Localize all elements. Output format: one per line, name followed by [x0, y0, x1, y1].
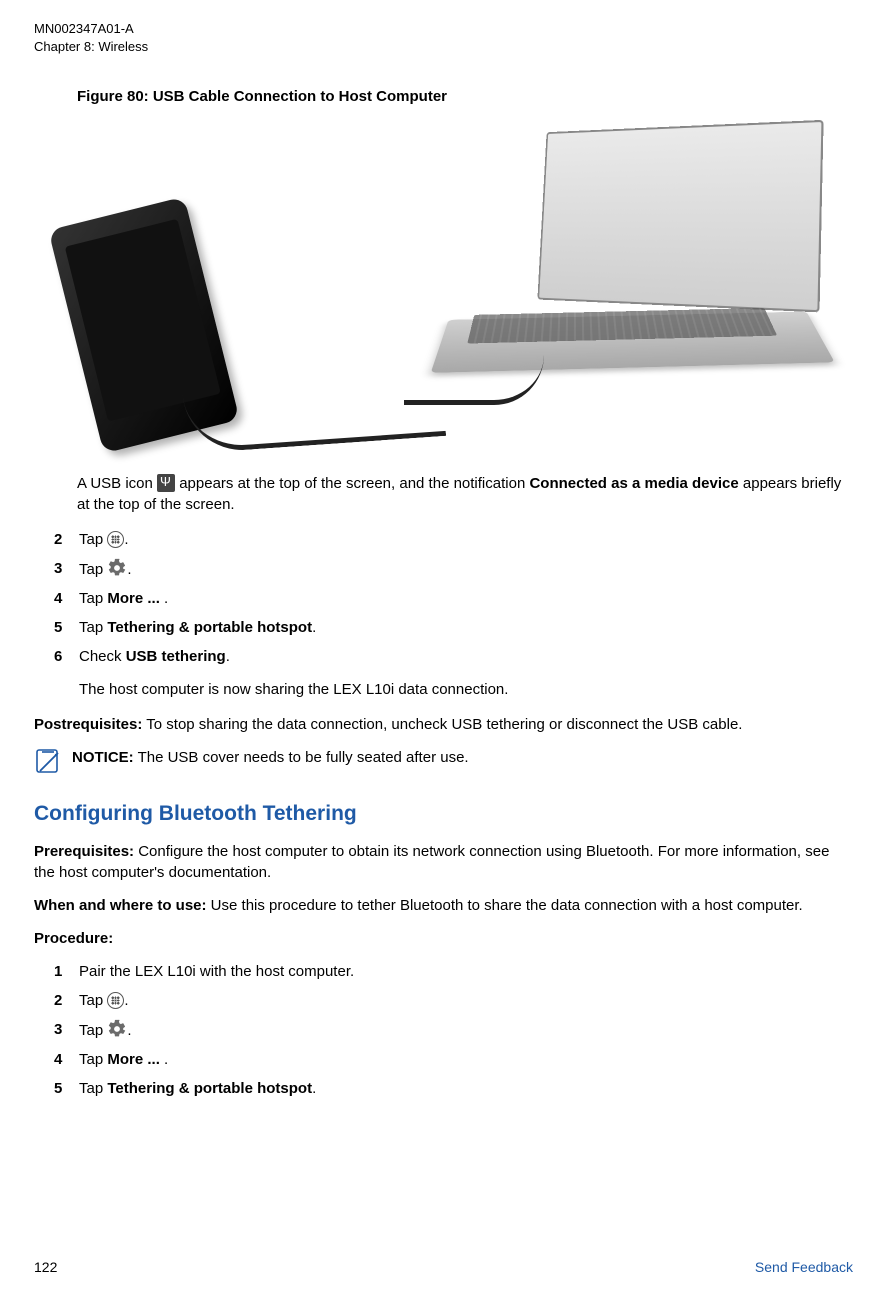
- step-post: .: [312, 619, 316, 636]
- step-bold: Tethering & portable hotspot: [107, 1080, 312, 1097]
- prereq-text: Configure the host computer to obtain it…: [34, 843, 829, 881]
- step-body: Pair the LEX L10i with the host computer…: [79, 961, 853, 982]
- doc-id: MN002347A01-A: [34, 20, 853, 38]
- step-post: .: [124, 531, 128, 548]
- step-pre: Tap: [79, 1080, 107, 1097]
- step-body: Tap More ... .: [79, 1049, 853, 1070]
- step-item: 1Pair the LEX L10i with the host compute…: [54, 961, 853, 982]
- notice-icon: [34, 747, 62, 775]
- step-pre: Check: [79, 648, 126, 665]
- postreq-label: Postrequisites:: [34, 716, 142, 733]
- step-post: .: [312, 1080, 316, 1097]
- step-number: 3: [54, 1019, 79, 1040]
- step-pre: Tap: [79, 1022, 107, 1039]
- steps-list-b: 1Pair the LEX L10i with the host compute…: [54, 961, 853, 1099]
- step-post: .: [160, 590, 168, 607]
- notice-text-block: NOTICE: The USB cover needs to be fully …: [72, 747, 469, 768]
- step-bold: USB tethering: [126, 648, 226, 665]
- step-pre: Tap: [79, 590, 107, 607]
- settings-icon: [107, 558, 127, 578]
- figure-caption: Figure 80: USB Cable Connection to Host …: [77, 86, 853, 107]
- apps-icon: [107, 531, 124, 548]
- step-post: .: [160, 1051, 168, 1068]
- step-number: 3: [54, 558, 79, 579]
- step-item: 6Check USB tethering.: [54, 646, 853, 667]
- step-post: .: [127, 1022, 131, 1039]
- step-number: 1: [54, 961, 79, 982]
- step-body: Tap More ... .: [79, 588, 853, 609]
- step-pre: Tap: [79, 1051, 107, 1068]
- step-item: 4Tap More ... .: [54, 1049, 853, 1070]
- step-number: 4: [54, 588, 79, 609]
- step-post: .: [127, 561, 131, 578]
- step-item: 3Tap .: [54, 1019, 853, 1041]
- step-number: 6: [54, 646, 79, 667]
- step-bold: More ...: [107, 590, 160, 607]
- steps-list-a: 2Tap .3Tap .4Tap More ... .5Tap Tetherin…: [54, 529, 853, 667]
- apps-icon: [107, 992, 124, 1009]
- step-item: 4Tap More ... .: [54, 588, 853, 609]
- usb-note-mid: appears at the top of the screen, and th…: [179, 475, 529, 492]
- prereq-label: Prerequisites:: [34, 843, 134, 860]
- usb-icon: [157, 474, 175, 492]
- step-item: 5Tap Tethering & portable hotspot.: [54, 1078, 853, 1099]
- prerequisites: Prerequisites: Configure the host comput…: [34, 841, 853, 883]
- step-body: Tap Tethering & portable hotspot.: [79, 1078, 853, 1099]
- step-number: 2: [54, 990, 79, 1011]
- step-pre: Tap: [79, 992, 107, 1009]
- step-body: Tap .: [79, 1019, 853, 1041]
- step-bold: Tethering & portable hotspot: [107, 619, 312, 636]
- settings-icon: [107, 1019, 127, 1039]
- when-label: When and where to use:: [34, 897, 207, 914]
- when-where: When and where to use: Use this procedur…: [34, 895, 853, 916]
- step-item: 5Tap Tethering & portable hotspot.: [54, 617, 853, 638]
- chapter-title: Chapter 8: Wireless: [34, 38, 853, 56]
- after-steps-a: The host computer is now sharing the LEX…: [79, 679, 853, 700]
- section-heading: Configuring Bluetooth Tethering: [34, 799, 853, 828]
- notice-label: NOTICE:: [72, 749, 134, 766]
- step-item: 3Tap .: [54, 558, 853, 580]
- step-body: Tap .: [79, 529, 853, 550]
- step-number: 5: [54, 1078, 79, 1099]
- step-pre: Tap: [79, 561, 107, 578]
- usb-note: A USB icon appears at the top of the scr…: [77, 473, 853, 515]
- step-item: 2Tap .: [54, 529, 853, 550]
- step-body: Tap Tethering & portable hotspot.: [79, 617, 853, 638]
- notice-row: NOTICE: The USB cover needs to be fully …: [34, 747, 853, 775]
- usb-note-bold: Connected as a media device: [529, 475, 738, 492]
- usb-note-pre: A USB icon: [77, 475, 157, 492]
- notice-text: The USB cover needs to be fully seated a…: [134, 749, 469, 766]
- step-body: Tap .: [79, 558, 853, 580]
- page-number: 122: [34, 1258, 57, 1278]
- when-text: Use this procedure to tether Bluetooth t…: [207, 897, 803, 914]
- step-post: .: [124, 992, 128, 1009]
- postreq-text: To stop sharing the data connection, unc…: [142, 716, 742, 733]
- step-number: 4: [54, 1049, 79, 1070]
- step-item: 2Tap .: [54, 990, 853, 1011]
- step-post: .: [226, 648, 230, 665]
- step-bold: More ...: [107, 1051, 160, 1068]
- step-body: Check USB tethering.: [79, 646, 853, 667]
- step-body: Tap .: [79, 990, 853, 1011]
- step-pre: Tap: [79, 531, 107, 548]
- figure-image: [34, 115, 852, 455]
- step-number: 5: [54, 617, 79, 638]
- step-pre: Tap: [79, 619, 107, 636]
- postrequisites: Postrequisites: To stop sharing the data…: [34, 714, 853, 735]
- step-number: 2: [54, 529, 79, 550]
- procedure-label: Procedure:: [34, 928, 853, 949]
- send-feedback-link[interactable]: Send Feedback: [755, 1258, 853, 1278]
